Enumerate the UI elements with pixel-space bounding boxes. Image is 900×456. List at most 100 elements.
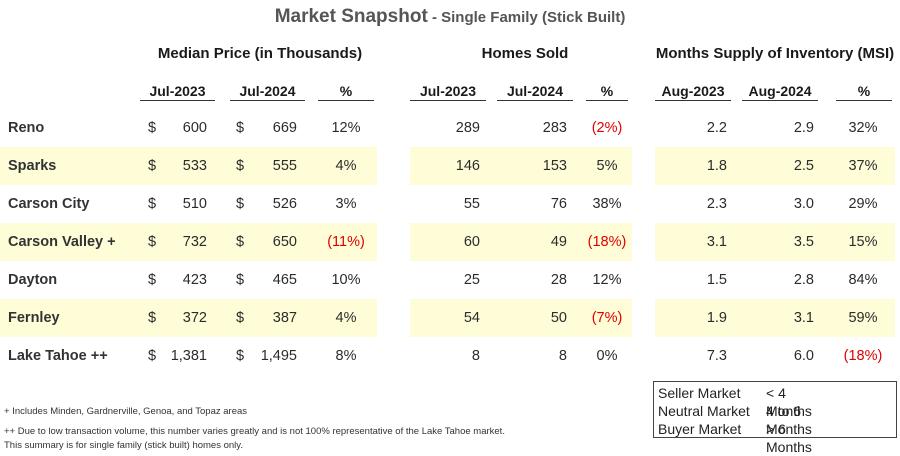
homes-sold-2024: 283 [542, 120, 567, 136]
currency-symbol: $ [148, 196, 157, 212]
row-highlight-band [0, 299, 377, 337]
group-header-homes-sold: Homes Sold [481, 45, 569, 62]
msi-2024: 2.9 [793, 120, 814, 136]
city-name: Carson Valley + [8, 234, 116, 250]
col-header-sold-pct: % [586, 83, 628, 101]
msi-2024: 3.0 [793, 196, 814, 212]
footnote-carson-valley: + Includes Minden, Gardnerville, Genoa, … [4, 406, 248, 417]
homes-sold-pct: 5% [596, 158, 618, 174]
col-header-sold-2023: Jul-2023 [410, 83, 486, 101]
currency-symbol: $ [148, 348, 157, 364]
msi-2024: 3.5 [793, 234, 814, 250]
msi-pct: 84% [848, 272, 878, 288]
group-header-msi: Months Supply of Inventory (MSI) [655, 45, 895, 62]
homes-sold-2023: 55 [463, 196, 480, 212]
homes-sold-2024: 8 [558, 348, 567, 364]
median-price-2023: 732 [182, 234, 207, 250]
median-price-pct: 10% [331, 272, 361, 288]
currency-symbol: $ [236, 196, 245, 212]
homes-sold-2024: 76 [550, 196, 567, 212]
col-header-median-2023: Jul-2023 [140, 83, 215, 101]
currency-symbol: $ [236, 120, 245, 136]
row-highlight-band [410, 299, 632, 337]
city-name: Dayton [8, 272, 58, 288]
currency-symbol: $ [148, 120, 157, 136]
row-highlight-band [655, 223, 895, 261]
msi-2024: 6.0 [793, 348, 814, 364]
msi-2024: 3.1 [793, 310, 814, 326]
homes-sold-2023: 146 [455, 158, 480, 174]
msi-pct: 29% [848, 196, 878, 212]
msi-2023: 3.1 [706, 234, 727, 250]
homes-sold-2024: 49 [550, 234, 567, 250]
legend-label: Seller Market [658, 385, 741, 401]
median-price-2023: 600 [182, 120, 207, 136]
city-name: Fernley [8, 310, 60, 326]
city-name: Reno [8, 120, 45, 136]
homes-sold-pct: 38% [592, 196, 622, 212]
currency-symbol: $ [148, 234, 157, 250]
msi-pct: 15% [848, 234, 878, 250]
median-price-pct: 4% [335, 158, 357, 174]
row-highlight-band [0, 223, 377, 261]
currency-symbol: $ [148, 272, 157, 288]
msi-pct: 37% [848, 158, 878, 174]
median-price-2023: 533 [182, 158, 207, 174]
row-highlight-band [655, 299, 895, 337]
homes-sold-2023: 289 [455, 120, 480, 136]
footnote-summary: This summary is for single family (stick… [4, 440, 243, 451]
median-price-pct: 12% [331, 120, 361, 136]
legend-range: 4 to 6 Months [766, 403, 812, 437]
row-highlight-band [0, 147, 377, 185]
msi-2023: 7.3 [706, 348, 727, 364]
legend-row: Seller Market < 4 Months [658, 384, 812, 419]
legend-range: < 4 Months [766, 385, 812, 419]
currency-symbol: $ [236, 234, 245, 250]
currency-symbol: $ [236, 272, 245, 288]
legend-row: Buyer Market > 6 Months [658, 420, 812, 455]
median-price-2024: 1,495 [260, 348, 297, 364]
homes-sold-2023: 25 [463, 272, 480, 288]
homes-sold-2024: 50 [550, 310, 567, 326]
msi-pct: (18%) [843, 348, 883, 364]
col-header-sold-2024: Jul-2024 [497, 83, 573, 101]
col-header-median-pct: % [318, 83, 374, 101]
msi-2024: 2.8 [793, 272, 814, 288]
col-header-msi-2024: Aug-2024 [742, 83, 818, 101]
median-price-2024: 669 [272, 120, 297, 136]
msi-2023: 2.3 [706, 196, 727, 212]
homes-sold-2023: 8 [471, 348, 480, 364]
homes-sold-pct: (18%) [587, 234, 627, 250]
currency-symbol: $ [236, 348, 245, 364]
legend-label: Buyer Market [658, 421, 742, 437]
homes-sold-2024: 153 [542, 158, 567, 174]
homes-sold-2023: 60 [463, 234, 480, 250]
median-price-pct: 8% [335, 348, 357, 364]
col-header-msi-pct: % [836, 83, 892, 101]
homes-sold-pct: (2%) [591, 120, 623, 136]
msi-2023: 2.2 [706, 120, 727, 136]
median-price-2023: 372 [182, 310, 207, 326]
row-highlight-band [410, 223, 632, 261]
median-price-pct: 4% [335, 310, 357, 326]
currency-symbol: $ [236, 310, 245, 326]
median-price-2024: 650 [272, 234, 297, 250]
msi-pct: 32% [848, 120, 878, 136]
median-price-pct: 3% [335, 196, 357, 212]
city-name: Lake Tahoe ++ [8, 348, 108, 364]
footnote-lake-tahoe: ++ Due to low transaction volume, this n… [4, 426, 505, 437]
row-highlight-band [655, 147, 895, 185]
median-price-2023: 423 [182, 272, 207, 288]
title-sub: - Single Family (Stick Built) [427, 9, 626, 26]
legend-row: Neutral Market 4 to 6 Months [658, 402, 812, 437]
legend-range: > 6 Months [766, 421, 812, 455]
market-legend: Seller Market < 4 Months Neutral Market … [653, 381, 897, 455]
page-title: Market Snapshot - Single Family (Stick B… [0, 6, 900, 28]
median-price-2023: 1,381 [170, 348, 207, 364]
median-price-pct: (11%) [327, 234, 365, 250]
legend-label: Neutral Market [658, 403, 750, 419]
homes-sold-2024: 28 [550, 272, 567, 288]
row-highlight-band [410, 147, 632, 185]
city-name: Sparks [8, 158, 57, 174]
currency-symbol: $ [148, 158, 157, 174]
